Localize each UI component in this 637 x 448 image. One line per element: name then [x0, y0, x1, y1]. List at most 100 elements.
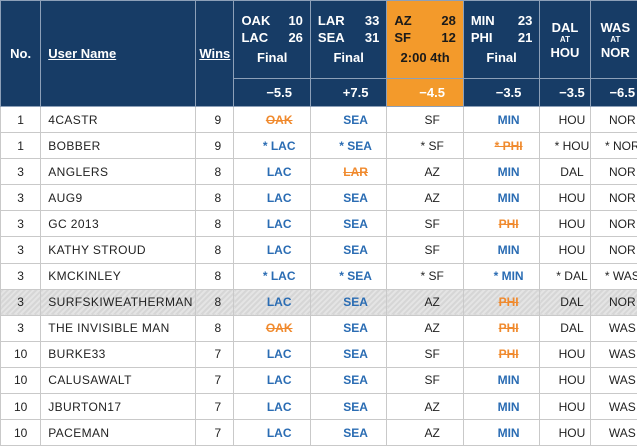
pick-cell: MIN	[462, 236, 541, 264]
pick-cell: LAC	[233, 184, 311, 212]
pick-pend: SF	[424, 216, 440, 231]
away-team: WAS	[600, 19, 631, 35]
pick-cell: HOU	[539, 366, 591, 395]
pick-cell: HOU	[539, 236, 591, 264]
pick-win: MIN	[497, 112, 520, 127]
pick-loss: * PHI	[494, 138, 523, 153]
pick-win: MIN	[497, 425, 520, 440]
pick-cell: * PHI	[462, 132, 541, 160]
wins-cell: 7	[195, 393, 235, 421]
away-score: 28	[441, 13, 456, 28]
rank-cell: 1	[0, 132, 42, 160]
pick-cell: SEA	[309, 184, 388, 212]
pick-cell: WAS	[589, 314, 637, 342]
pick-pend: * SF	[420, 138, 444, 153]
table-row[interactable]: 1 4CASTR 9 OAK SEA SF MIN HOU NOR	[0, 105, 637, 134]
wins-header[interactable]: Wins	[195, 0, 235, 107]
pick-cell: PHI	[462, 314, 541, 342]
pick-cell: NOR	[589, 105, 637, 134]
pick-cell: HOU	[539, 340, 591, 368]
pick-cell: * WAS	[589, 262, 637, 290]
pick-loss: LAR	[343, 164, 368, 179]
table-row[interactable]: 10 BURKE33 7 LAC SEA SF PHI HOU WAS	[0, 340, 637, 368]
pick-win: MIN	[497, 243, 520, 258]
rank-cell: 3	[0, 288, 42, 316]
pick-cell: * LAC	[233, 262, 311, 290]
home-team: PHI	[470, 30, 493, 45]
home-score: 12	[441, 30, 456, 45]
rank-cell: 3	[0, 210, 42, 238]
wins-cell: 8	[195, 184, 235, 212]
home-team: SF	[394, 30, 411, 45]
rank-cell: 10	[0, 366, 42, 395]
pick-cell: OAK	[233, 314, 311, 342]
pick-cell: AZ	[386, 184, 464, 212]
pick-cell: SEA	[309, 236, 388, 264]
pick-cell: SEA	[309, 366, 388, 395]
pick-cell: LAC	[233, 419, 311, 447]
wins-sort-link[interactable]: Wins	[199, 45, 231, 61]
table-row[interactable]: 1 BOBBER 9 * LAC * SEA * SF * PHI * HOU * NOR	[0, 132, 637, 160]
rank-cell: 3	[0, 314, 42, 342]
table-row[interactable]: 10 JBURTON17 7 LAC SEA AZ MIN HOU WAS	[0, 393, 637, 421]
pick-cell: NOR	[589, 158, 637, 186]
wins-cell: 9	[195, 105, 235, 134]
pick-pend: WAS	[608, 425, 636, 440]
pick-pend: WAS	[608, 399, 636, 414]
user-name-cell: KATHY STROUD	[40, 236, 197, 264]
pick-win: SEA	[343, 425, 368, 440]
home-team: HOU	[550, 44, 580, 60]
pick-win: MIN	[497, 190, 520, 205]
home-team: LAC	[241, 30, 269, 45]
pick-pend: NOR	[608, 295, 636, 310]
pick-win: * LAC	[262, 269, 296, 284]
wins-cell: 8	[195, 236, 235, 264]
pick-loss: PHI	[498, 347, 519, 362]
rank-cell: 10	[0, 340, 42, 368]
user-name-header[interactable]: User Name	[40, 0, 197, 107]
wins-cell: 7	[195, 366, 235, 395]
home-score: 21	[517, 30, 533, 45]
table-row[interactable]: 10 PACEMAN 7 LAC SEA AZ MIN HOU WAS	[0, 419, 637, 447]
table-row[interactable]: 3 KMCKINLEY 8 * LAC * SEA * SF * MIN * DAL * WAS	[0, 262, 637, 290]
table-row[interactable]: 3 GC 2013 8 LAC SEA SF PHI HOU NOR	[0, 210, 637, 238]
table-row[interactable]: 3 KATHY STROUD 8 LAC SEA SF MIN HOU NOR	[0, 236, 637, 264]
pick-cell: HOU	[539, 393, 591, 421]
pick-cell: WAS	[589, 393, 637, 421]
user-name-sort-link[interactable]: User Name	[48, 45, 117, 61]
table-row[interactable]: 10 CALUSAWALT 7 LAC SEA SF MIN HOU WAS	[0, 366, 637, 395]
game-header-az-sf-live: AZ 28 SF 12 2:00 4th	[386, 0, 464, 79]
table-row[interactable]: 3 SURFSKIWEATHERMAN 8 LAC SEA AZ PHI DAL NOR	[0, 288, 637, 316]
pick-cell: * SEA	[309, 262, 388, 290]
pick-cell: * MIN	[462, 262, 541, 290]
pick-cell: SEA	[309, 288, 388, 316]
spread-lar-sea: +7.5	[309, 78, 388, 107]
pick-pend: HOU	[558, 190, 586, 205]
wins-cell: 8	[195, 262, 235, 290]
pick-cell: AZ	[386, 393, 464, 421]
wins-cell: 9	[195, 132, 235, 160]
spread-was-nor: −6.5	[589, 78, 637, 107]
pick-cell: OAK	[233, 105, 311, 134]
game-header-was-nor: WAS AT NOR	[589, 0, 637, 79]
pick-cell: SF	[386, 210, 464, 238]
standings-body: 1 4CASTR 9 OAK SEA SF MIN HOU NOR 1 BOBBER 9 * LAC * …	[0, 105, 637, 447]
pick-pend: HOU	[558, 347, 586, 362]
table-row[interactable]: 3 AUG9 8 LAC SEA AZ MIN HOU NOR	[0, 184, 637, 212]
home-score: 31	[364, 30, 380, 45]
pick-cell: NOR	[589, 184, 637, 212]
game-clock: 2:00 4th	[400, 50, 450, 65]
home-team: NOR	[600, 44, 630, 60]
pick-cell: HOU	[539, 105, 591, 134]
pick-pend: AZ	[424, 190, 440, 205]
table-row[interactable]: 3 THE INVISIBLE MAN 8 OAK SEA AZ PHI DAL WAS	[0, 314, 637, 342]
home-team: SEA	[317, 30, 345, 45]
user-name-cell: GC 2013	[40, 210, 197, 238]
pick-cell: MIN	[462, 419, 541, 447]
pick-pend: HOU	[558, 243, 586, 258]
spread-az-sf: −4.5	[386, 78, 464, 107]
user-name-cell: BURKE33	[40, 340, 197, 368]
table-row[interactable]: 3 ANGLERS 8 LAC LAR AZ MIN DAL NOR	[0, 158, 637, 186]
pick-pend: DAL	[560, 321, 584, 336]
pick-win: SEA	[343, 399, 368, 414]
